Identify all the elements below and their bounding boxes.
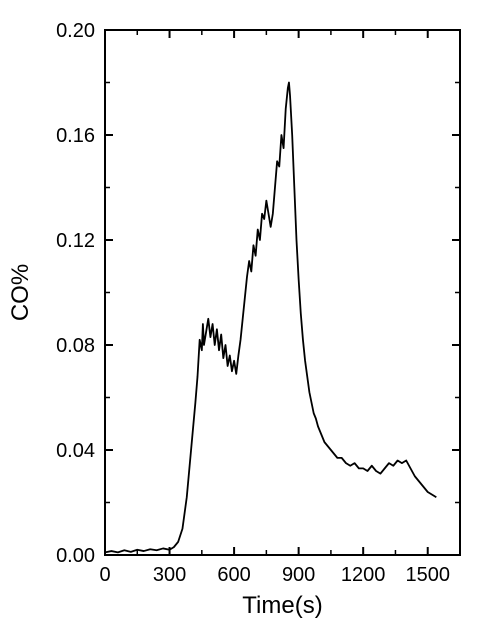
line-chart: 0 300 600 900 1200 1500 0.00 0.04 0.08 0.12 0.16 0.…: [0, 0, 500, 635]
y-axis-label: CO%: [7, 264, 34, 321]
data-line: [105, 83, 436, 553]
xtick-label: 0: [99, 564, 110, 586]
xtick-label: 900: [282, 564, 315, 586]
ytick-label: 0.04: [56, 440, 95, 462]
ytick-label: 0.12: [56, 230, 95, 252]
ytick-label: 0.08: [56, 335, 95, 357]
x-axis-label: Time(s): [242, 592, 322, 619]
xtick-label: 300: [153, 564, 186, 586]
xtick-label: 1200: [341, 564, 386, 586]
ytick-label: 0.00: [56, 545, 95, 567]
chart-container: 0 300 600 900 1200 1500 0.00 0.04 0.08 0.12 0.16 0.…: [0, 0, 500, 635]
ytick-label: 0.20: [56, 20, 95, 42]
plot-border: [105, 30, 460, 555]
xtick-label: 1500: [405, 564, 450, 586]
xtick-label: 600: [217, 564, 250, 586]
ytick-label: 0.16: [56, 125, 95, 147]
